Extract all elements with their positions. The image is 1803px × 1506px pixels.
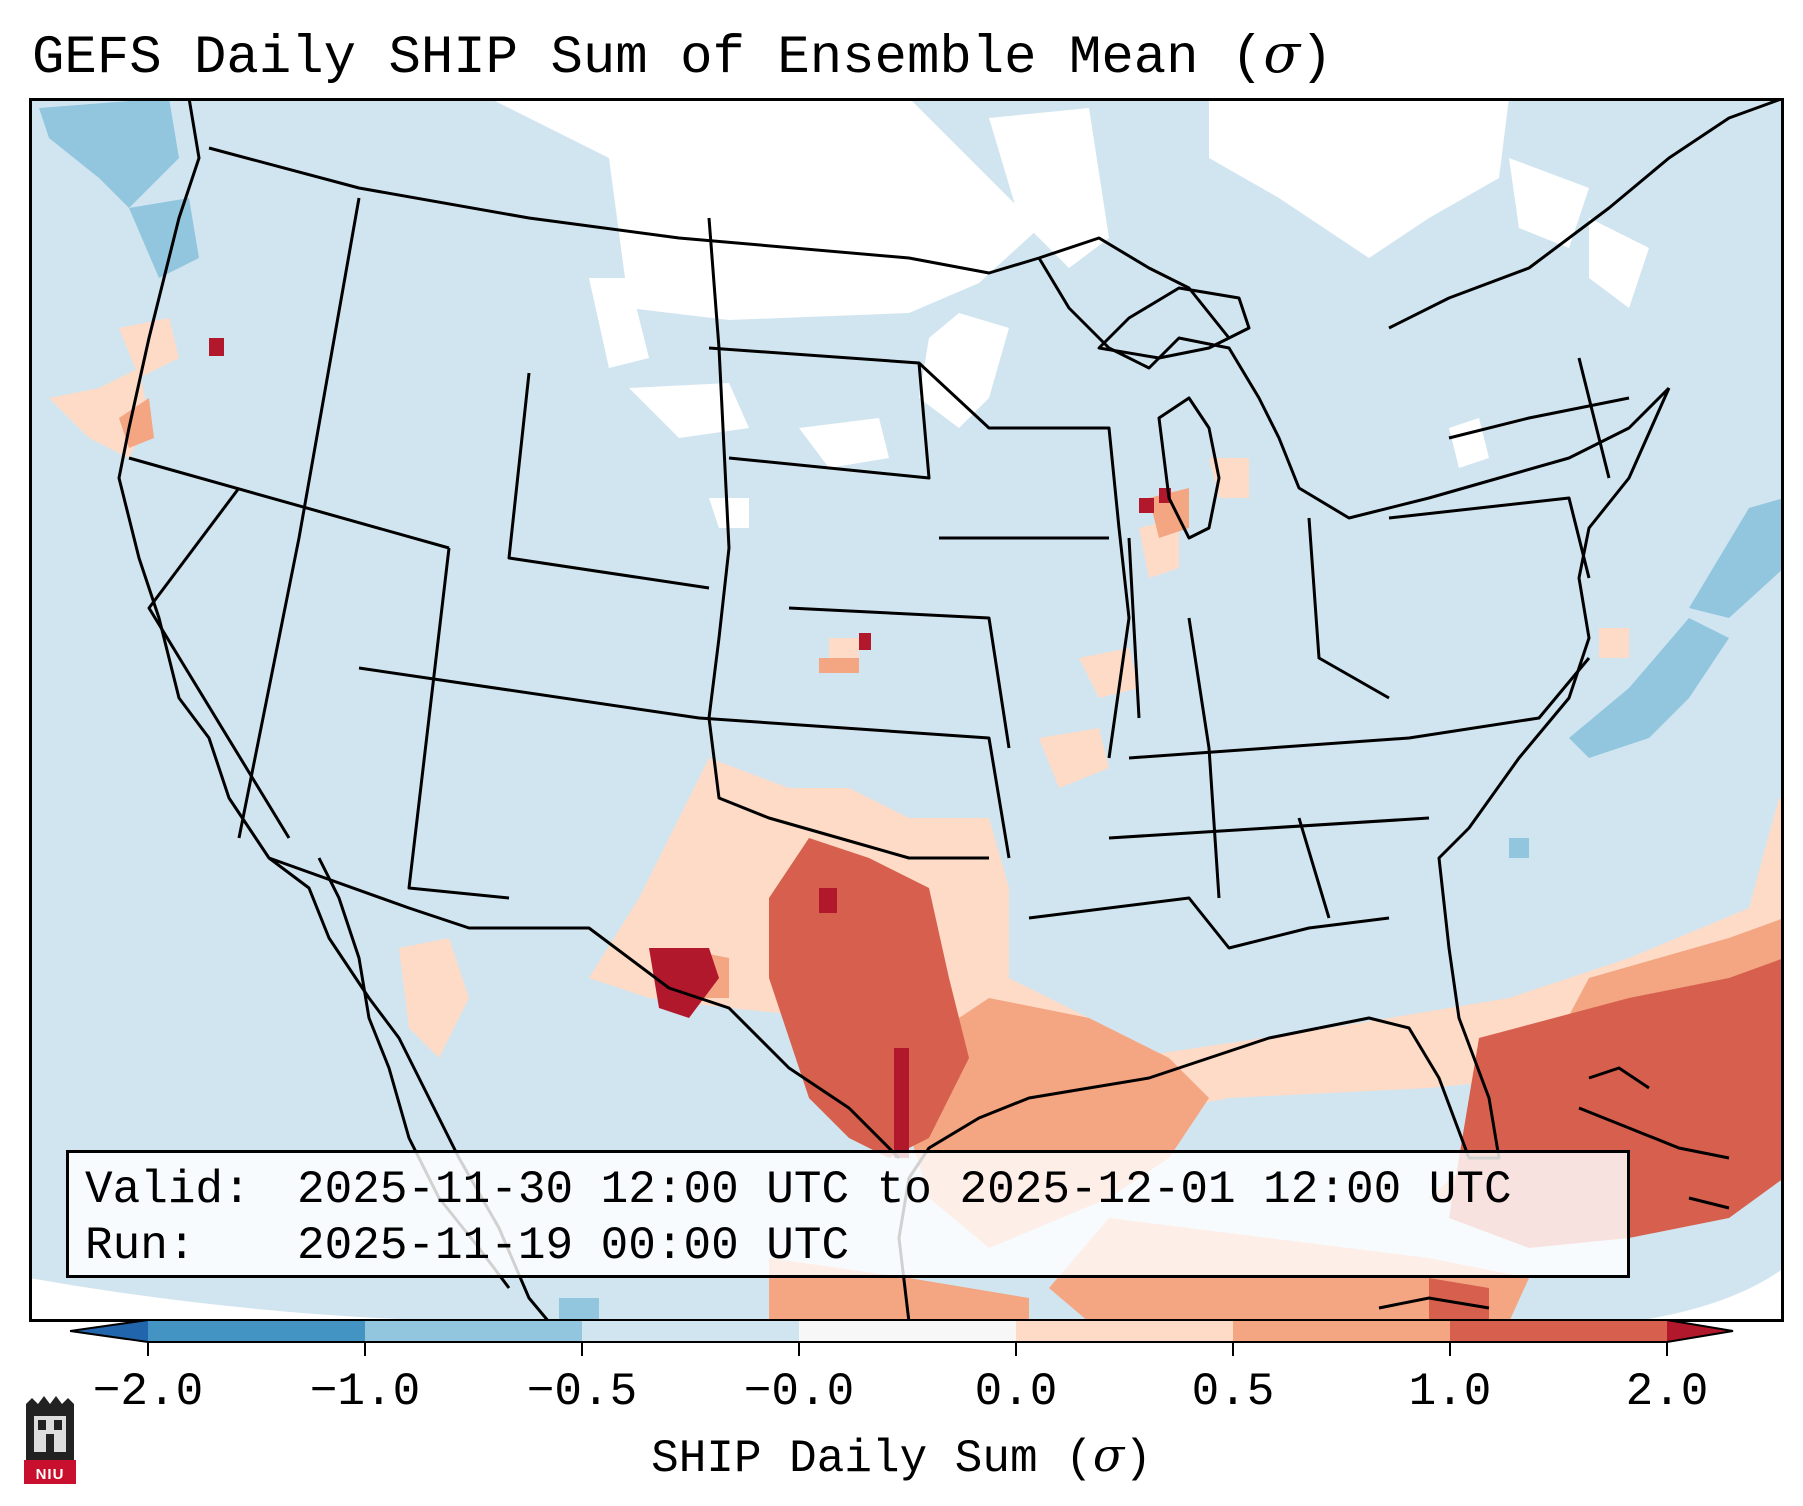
projection-corner bbox=[29, 1278, 529, 1322]
borders bbox=[117, 98, 1784, 1322]
run-value: 2025-11-19 00:00 UTC bbox=[297, 1220, 850, 1272]
east-coast bbox=[1318, 387, 1671, 1160]
state-line-4 bbox=[407, 547, 510, 900]
colorbar-label-sigma: σ bbox=[1092, 1428, 1125, 1482]
state-line-8 bbox=[358, 666, 1011, 859]
colorbar-bin-5 bbox=[1233, 1320, 1450, 1342]
valid-value: 2025-11-30 12:00 UTC to 2025-12-01 12:00… bbox=[297, 1164, 1512, 1216]
lake-michigan bbox=[1157, 396, 1221, 540]
canada-border-east bbox=[1388, 98, 1784, 330]
colorbar-label-close: ) bbox=[1124, 1433, 1152, 1485]
colorbar-bin-0 bbox=[148, 1320, 365, 1342]
colorbar-bin-2 bbox=[582, 1320, 799, 1342]
map-panel bbox=[29, 98, 1784, 1322]
title-sigma: σ bbox=[1263, 22, 1301, 85]
colorbar-bin-3 bbox=[799, 1320, 1016, 1342]
projection-corner-right bbox=[1629, 1268, 1784, 1322]
colorbar-tick-1: −1.0 bbox=[309, 1366, 421, 1418]
state-line-1 bbox=[237, 197, 361, 839]
colorbar-extend-under bbox=[70, 1320, 148, 1342]
colorbar-tick-2: −0.5 bbox=[526, 1366, 638, 1418]
state-line-3 bbox=[128, 456, 450, 550]
state-line-22 bbox=[1577, 357, 1611, 479]
state-line-18 bbox=[1388, 496, 1591, 579]
valid-label: Valid: bbox=[85, 1164, 251, 1216]
colorbar-tick-5: 0.5 bbox=[1191, 1366, 1275, 1418]
colorbar-tick-4: 0.0 bbox=[974, 1366, 1058, 1418]
state-line-16 bbox=[1128, 657, 1591, 760]
run-label: Run: bbox=[85, 1220, 196, 1272]
state-line-21 bbox=[1127, 537, 1141, 719]
colorbar-bin-6 bbox=[1450, 1320, 1667, 1342]
chart-title-text: GEFS Daily SHIP Sum of Ensemble Mean ( bbox=[32, 28, 1264, 89]
state-line-14 bbox=[1187, 617, 1221, 899]
state-line-2 bbox=[147, 487, 291, 839]
colorbar-tick-7: 2.0 bbox=[1625, 1366, 1709, 1418]
colorbar-extend-over bbox=[1667, 1320, 1733, 1342]
colorbar bbox=[70, 1319, 1734, 1356]
state-line-6 bbox=[707, 217, 731, 719]
colorbar-bin-4 bbox=[1016, 1320, 1233, 1342]
state-line-9 bbox=[707, 717, 989, 860]
state-line-17 bbox=[1108, 816, 1430, 840]
niu-logo bbox=[24, 1396, 76, 1484]
colorbar-tick-3: −0.0 bbox=[743, 1366, 855, 1418]
canada-border-west bbox=[208, 146, 1231, 339]
positive-anomaly-extreme bbox=[209, 338, 1171, 1158]
caribbean-islands bbox=[1378, 1066, 1730, 1310]
colorbar-tick-6: 1.0 bbox=[1408, 1366, 1492, 1418]
colorbar-label-text: SHIP Daily Sum ( bbox=[651, 1433, 1093, 1485]
chart-title: GEFS Daily SHIP Sum of Ensemble Mean (σ) bbox=[32, 22, 1333, 89]
colorbar-tick-0: −2.0 bbox=[92, 1366, 204, 1418]
state-line-19 bbox=[1448, 396, 1630, 440]
great-lakes bbox=[1037, 257, 1671, 520]
state-line-7 bbox=[708, 346, 931, 480]
mexico-border bbox=[268, 856, 901, 1160]
valid-run-info-box: Valid: 2025-11-30 12:00 UTC to 2025-12-01… bbox=[66, 1150, 1630, 1278]
colorbar-bin-1 bbox=[365, 1320, 582, 1342]
niu-logo-text: NIU bbox=[35, 1466, 65, 1483]
state-line-15 bbox=[1307, 517, 1390, 700]
near-zero-regions bbox=[489, 98, 1649, 528]
state-line-5 bbox=[507, 372, 710, 590]
colorbar-label: SHIP Daily Sum (σ) bbox=[0, 1428, 1803, 1485]
state-line-13 bbox=[1028, 896, 1390, 950]
coastline-west bbox=[117, 98, 551, 1322]
state-line-20 bbox=[1297, 817, 1331, 919]
lake-superior bbox=[1097, 286, 1251, 360]
title-close: ) bbox=[1300, 28, 1333, 89]
state-line-10 bbox=[917, 361, 1131, 759]
negative-anomaly-regions bbox=[39, 98, 1784, 1322]
state-line-11 bbox=[788, 606, 1011, 749]
